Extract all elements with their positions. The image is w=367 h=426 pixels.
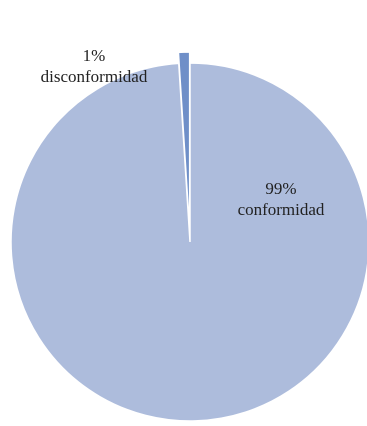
pie-label-category-conformidad: conformidad	[238, 200, 325, 219]
pie-labels: 99% conformidad 1% disconformidad	[41, 46, 325, 219]
pie-label-category-disconformidad: disconformidad	[41, 67, 148, 86]
pie-label-percent-conformidad: 99%	[265, 179, 296, 198]
pie-slices	[10, 51, 367, 422]
pie-slice-disconformidad	[177, 51, 191, 232]
pie-label-percent-disconformidad: 1%	[83, 46, 106, 65]
